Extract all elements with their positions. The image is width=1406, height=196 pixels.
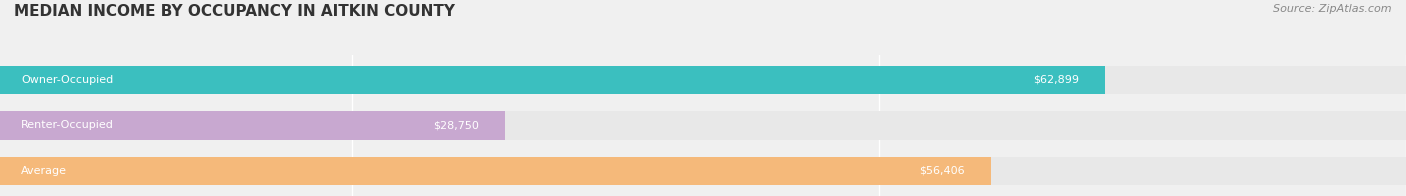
Text: Average: Average [21,166,67,176]
Bar [0,111,505,140]
Text: $56,406: $56,406 [920,166,965,176]
Bar [0,157,991,185]
Text: Renter-Occupied: Renter-Occupied [21,120,114,131]
Bar [0,157,1406,185]
Bar [0,66,1406,94]
Text: $28,750: $28,750 [433,120,479,131]
Text: Source: ZipAtlas.com: Source: ZipAtlas.com [1274,4,1392,14]
Text: $62,899: $62,899 [1033,75,1078,85]
Bar [0,66,1105,94]
Bar [0,111,1406,140]
Text: MEDIAN INCOME BY OCCUPANCY IN AITKIN COUNTY: MEDIAN INCOME BY OCCUPANCY IN AITKIN COU… [14,4,456,19]
Text: Owner-Occupied: Owner-Occupied [21,75,114,85]
